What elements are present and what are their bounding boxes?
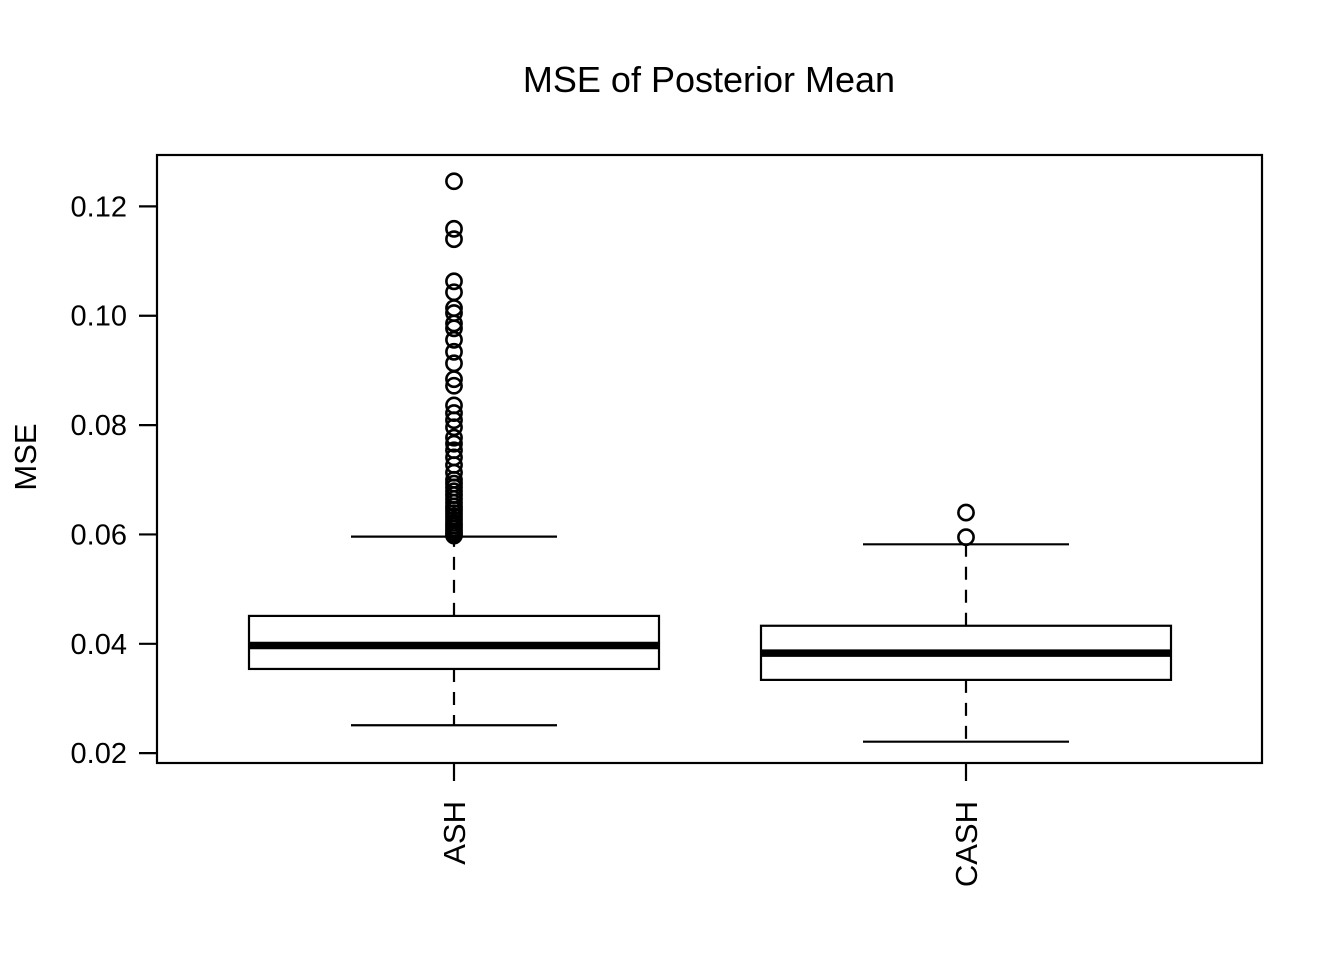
- x-category-label: CASH: [949, 801, 984, 887]
- outlier-point-ash: [445, 376, 463, 395]
- outlier-point-ash: [445, 428, 463, 447]
- x-category-label: ASH: [437, 801, 472, 865]
- outlier-point-ash: [445, 396, 463, 415]
- y-tick-label: 0.10: [71, 301, 127, 333]
- outlier-point-ash: [445, 283, 463, 302]
- outlier-point-ash: [445, 304, 463, 322]
- y-tick-label: 0.02: [71, 738, 127, 770]
- plot-frame: [155, 153, 1264, 765]
- outlier-point-ash: [445, 441, 463, 460]
- plot-elements: 0.02 0.04 0.06 0.08 0.10 0.12 ASH CASH: [71, 153, 1264, 887]
- y-tick-label: 0.08: [71, 410, 127, 442]
- y-axis-label: MSE: [8, 423, 43, 490]
- y-tick-label: 0.12: [71, 191, 127, 223]
- y-tick-label: 0.06: [71, 519, 127, 551]
- outlier-point-ash: [445, 342, 463, 361]
- outlier-point-cash: [957, 528, 975, 547]
- outlier-point-ash: [445, 448, 463, 467]
- chart-title: MSE of Posterior Mean: [523, 59, 895, 100]
- outlier-point-ash: [445, 354, 463, 373]
- outlier-point-cash: [957, 503, 975, 522]
- outlier-point-ash: [445, 230, 463, 249]
- outlier-point-ash: [445, 272, 463, 291]
- outlier-point-ash: [445, 219, 463, 238]
- outlier-point-ash: [445, 404, 463, 422]
- outlier-point-ash: [445, 172, 463, 191]
- y-tick-label: 0.04: [71, 629, 127, 661]
